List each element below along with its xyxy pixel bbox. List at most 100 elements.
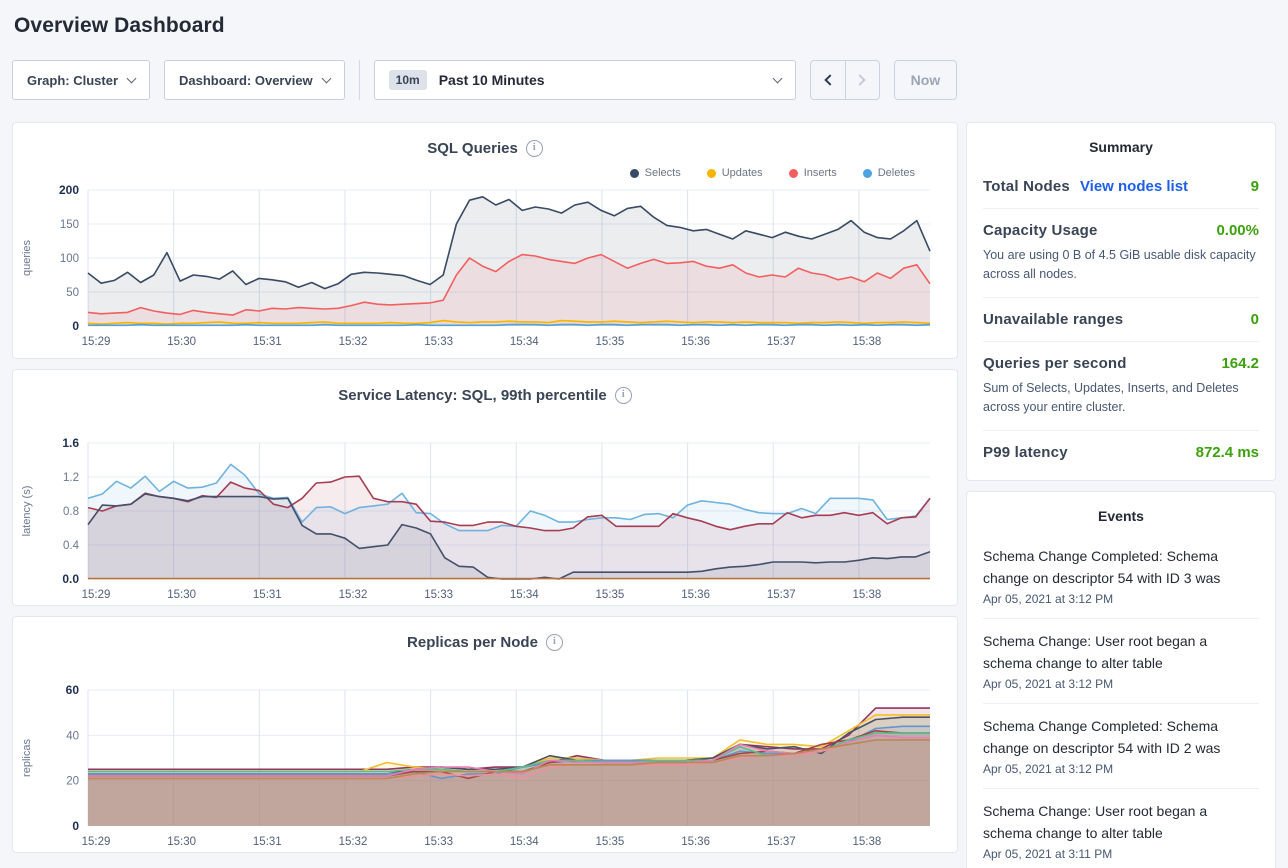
series-deletes	[88, 323, 931, 327]
summary-panel: Summary Total Nodes View nodes list 9 Ca…	[966, 122, 1276, 481]
chevron-right-icon	[854, 74, 866, 86]
svg-text:15:29: 15:29	[82, 836, 111, 848]
graph-dropdown-label: Graph: Cluster	[27, 72, 119, 88]
chart-title-row: SQL Queries i	[13, 138, 957, 158]
chart-svg: 0.0 0.4 0.8 1.2 1.6 15:29 15:30 15:31 15:32 15:33…	[21, 436, 931, 601]
svg-text:0.8: 0.8	[63, 506, 79, 518]
unavailable-ranges-label: Unavailable ranges	[983, 311, 1124, 328]
chart-svg: 0 50 100 150 200 15:29 15:30 15:31 15:32 15:33 15:…	[21, 183, 931, 348]
svg-text:15:35: 15:35	[596, 336, 625, 348]
view-nodes-list-link[interactable]: View nodes list	[1079, 178, 1189, 195]
legend-item[interactable]: Deletes	[862, 166, 915, 180]
event-text[interactable]: Schema Change: User root began a schema …	[983, 803, 1208, 841]
now-button[interactable]: Now	[893, 60, 958, 100]
step-forward-button[interactable]	[844, 61, 879, 99]
legend-dot-icon	[629, 168, 639, 178]
chart-svg: 0 20 40 60 15:29 15:30 15:31 15:32 15:33 15:34 15:…	[21, 683, 930, 848]
unavailable-ranges-value: 0	[1250, 311, 1259, 328]
info-icon[interactable]: i	[614, 386, 632, 404]
page-header: Overview Dashboard	[0, 0, 1288, 38]
svg-text:1.2: 1.2	[63, 472, 79, 484]
svg-text:100: 100	[60, 253, 79, 265]
chevron-left-icon	[824, 74, 836, 86]
svg-text:15:29: 15:29	[82, 589, 111, 601]
svg-text:15:32: 15:32	[339, 336, 368, 348]
capacity-usage-note: You are using 0 B of 4.5 GiB usable disk…	[983, 248, 1256, 281]
sql-queries-panel: SQL Queries i Selects Updates Inserts Delet…	[12, 122, 958, 359]
legend-dot-icon	[862, 168, 872, 178]
sql-queries-chart[interactable]: 0 50 100 150 200 15:29 15:30 15:31 15:32 15:33 15:…	[16, 180, 957, 352]
toolbar-divider	[358, 60, 360, 100]
graph-dropdown[interactable]: Graph: Cluster	[12, 60, 151, 100]
series-node-9	[88, 739, 930, 780]
svg-text:1.6: 1.6	[62, 436, 79, 450]
summary-row-total-nodes: Total Nodes View nodes list 9	[983, 165, 1259, 209]
time-range-select[interactable]: 10m Past 10 Minutes	[373, 60, 796, 100]
legend-label: Deletes	[877, 167, 915, 179]
page-title: Overview Dashboard	[14, 14, 225, 37]
event-text[interactable]: Schema Change: User root began a schema …	[983, 633, 1208, 671]
svg-text:15:35: 15:35	[596, 589, 625, 601]
events-list: Schema Change Completed: Schema change o…	[983, 534, 1259, 868]
event-timestamp: Apr 05, 2021 at 3:12 PM	[983, 762, 1114, 776]
time-window-badge: 10m	[388, 70, 427, 90]
svg-text:50: 50	[66, 287, 79, 299]
event-timestamp: Apr 05, 2021 at 3:11 PM	[983, 847, 1113, 861]
qps-value: 164.2	[1221, 355, 1259, 372]
svg-text:15:34: 15:34	[510, 589, 539, 601]
event-timestamp: Apr 05, 2021 at 3:12 PM	[983, 677, 1114, 691]
svg-text:15:36: 15:36	[681, 836, 710, 848]
svg-text:15:31: 15:31	[253, 836, 282, 848]
chevron-down-icon	[321, 73, 332, 83]
time-step-buttons	[809, 60, 880, 100]
svg-text:15:33: 15:33	[424, 589, 453, 601]
summary-row-p99: P99 latency 872.4 ms	[983, 431, 1259, 474]
svg-text:15:38: 15:38	[853, 589, 882, 601]
info-icon[interactable]: i	[545, 633, 563, 651]
legend-item[interactable]: Updates	[706, 166, 763, 180]
event-text[interactable]: Schema Change Completed: Schema change o…	[983, 548, 1221, 586]
replicas-per-node-chart[interactable]: 0 20 40 60 15:29 15:30 15:31 15:32 15:33 15:34 15:…	[16, 680, 957, 852]
charts-column: SQL Queries i Selects Updates Inserts Delet…	[12, 122, 958, 853]
svg-text:15:33: 15:33	[424, 836, 453, 848]
legend-item[interactable]: Selects	[629, 166, 681, 180]
series-node-1	[88, 707, 930, 771]
chevron-down-icon	[126, 73, 137, 83]
svg-text:15:34: 15:34	[510, 836, 539, 848]
svg-text:15:30: 15:30	[167, 589, 196, 601]
step-back-button[interactable]	[811, 61, 845, 99]
svg-text:150: 150	[60, 219, 79, 231]
total-nodes-label: Total Nodes	[983, 178, 1070, 195]
legend-label: Updates	[721, 167, 763, 179]
summary-row-qps: Queries per second 164.2 Sum of Selects,…	[983, 342, 1259, 431]
svg-text:15:38: 15:38	[853, 336, 882, 348]
time-range-label: Past 10 Minutes	[438, 72, 545, 88]
replicas-per-node-panel: Replicas per Node i 0 20 40 60 15:29 15:30 15:…	[12, 616, 958, 853]
summary-row-capacity: Capacity Usage 0.00% You are using 0 B o…	[983, 209, 1259, 298]
main-content: SQL Queries i Selects Updates Inserts Delet…	[0, 122, 1288, 868]
p99-latency-label: P99 latency	[983, 444, 1068, 461]
svg-text:15:38: 15:38	[853, 836, 882, 848]
event-item: Schema Change Completed: Schema change o…	[983, 704, 1259, 789]
event-text[interactable]: Schema Change Completed: Schema change o…	[983, 718, 1221, 756]
svg-text:15:31: 15:31	[253, 336, 282, 348]
chevron-down-icon	[772, 73, 783, 83]
svg-text:15:32: 15:32	[339, 836, 368, 848]
svg-text:15:37: 15:37	[767, 589, 796, 601]
legend-item[interactable]: Inserts	[788, 166, 837, 180]
svg-text:0: 0	[72, 819, 79, 833]
service-latency-chart[interactable]: 0.0 0.4 0.8 1.2 1.6 15:29 15:30 15:31 15:32 15:33…	[16, 433, 957, 605]
svg-text:latency (s): latency (s)	[21, 486, 33, 537]
chart-title-row: Replicas per Node i	[13, 632, 957, 652]
p99-latency-value: 872.4 ms	[1195, 444, 1259, 461]
svg-text:200: 200	[59, 183, 79, 197]
service-latency-panel: Service Latency: SQL, 99th percentile i …	[12, 369, 958, 606]
info-icon[interactable]: i	[525, 139, 543, 157]
svg-text:15:35: 15:35	[596, 836, 625, 848]
svg-text:0.0: 0.0	[62, 572, 79, 586]
event-timestamp: Apr 05, 2021 at 3:12 PM	[983, 592, 1114, 606]
summary-row-unavailable-ranges: Unavailable ranges 0	[983, 298, 1259, 342]
chart-title: Replicas per Node	[407, 633, 538, 651]
events-title: Events	[1098, 508, 1144, 524]
dashboard-dropdown[interactable]: Dashboard: Overview	[164, 60, 345, 100]
